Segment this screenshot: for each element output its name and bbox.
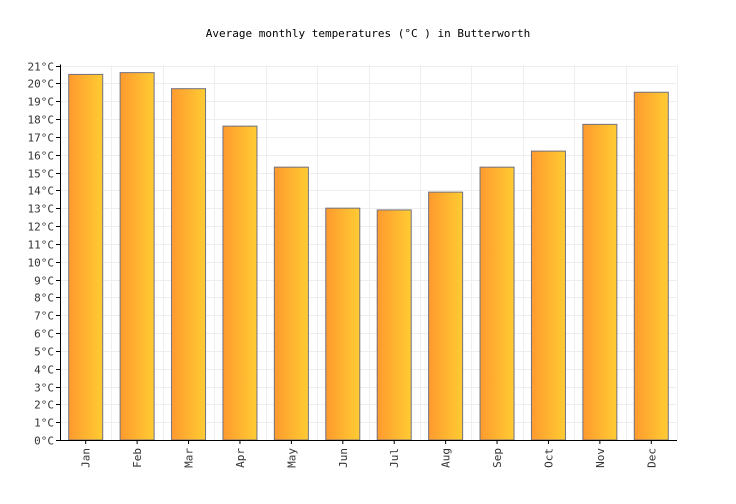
bar-dec bbox=[633, 91, 669, 441]
y-tick-label: 9°C bbox=[34, 275, 54, 288]
x-tick-label: Apr bbox=[234, 448, 247, 468]
x-tick-label: Oct bbox=[542, 448, 555, 468]
y-tick-label: 7°C bbox=[34, 310, 54, 323]
y-tick-label: 2°C bbox=[34, 399, 54, 412]
y-tick-label: 21°C bbox=[28, 61, 55, 74]
bar-feb bbox=[119, 72, 155, 441]
bar-aug bbox=[428, 191, 464, 441]
x-tick-label: Feb bbox=[131, 448, 144, 468]
chart-title: Average monthly temperatures (°C ) in Bu… bbox=[206, 27, 531, 40]
bar-jul bbox=[376, 209, 412, 441]
y-tick-label: 12°C bbox=[28, 221, 55, 234]
x-tick-label: Jan bbox=[80, 448, 93, 468]
y-tick-label: 20°C bbox=[28, 78, 55, 91]
y-tick-label: 14°C bbox=[28, 185, 55, 198]
y-tick-label: 4°C bbox=[34, 364, 54, 377]
bar-jun bbox=[325, 207, 361, 441]
y-tick-label: 5°C bbox=[34, 346, 54, 359]
y-tick-label: 1°C bbox=[34, 417, 54, 430]
y-tick-label: 11°C bbox=[28, 239, 55, 252]
y-tick-label: 6°C bbox=[34, 328, 54, 341]
y-tick-label: 19°C bbox=[28, 96, 55, 109]
y-tick-label: 0°C bbox=[34, 435, 54, 448]
y-tick-label: 3°C bbox=[34, 382, 54, 395]
bar-jan bbox=[68, 73, 104, 441]
x-tick-label: May bbox=[285, 448, 298, 468]
bar-apr bbox=[222, 125, 258, 441]
y-tick-label: 17°C bbox=[28, 132, 55, 145]
y-tick-label: 16°C bbox=[28, 150, 55, 163]
bar-nov bbox=[582, 123, 618, 441]
bar-may bbox=[273, 166, 309, 441]
x-tick-label: Nov bbox=[594, 448, 607, 468]
y-tick-label: 13°C bbox=[28, 203, 55, 216]
x-tick-label: Jun bbox=[337, 448, 350, 468]
bar-oct bbox=[530, 150, 566, 441]
bar-mar bbox=[171, 88, 207, 441]
x-tick-label: Dec bbox=[645, 448, 658, 468]
y-tick-label: 8°C bbox=[34, 292, 54, 305]
y-tick-label: 15°C bbox=[28, 168, 55, 181]
y-tick-label: 10°C bbox=[28, 257, 55, 270]
y-tick-label: 18°C bbox=[28, 114, 55, 127]
x-tick-label: Mar bbox=[183, 448, 196, 468]
x-tick-label: Aug bbox=[440, 448, 453, 468]
x-tick-label: Sep bbox=[491, 448, 504, 468]
x-tick-label: Jul bbox=[388, 448, 401, 468]
bar-sep bbox=[479, 166, 515, 441]
